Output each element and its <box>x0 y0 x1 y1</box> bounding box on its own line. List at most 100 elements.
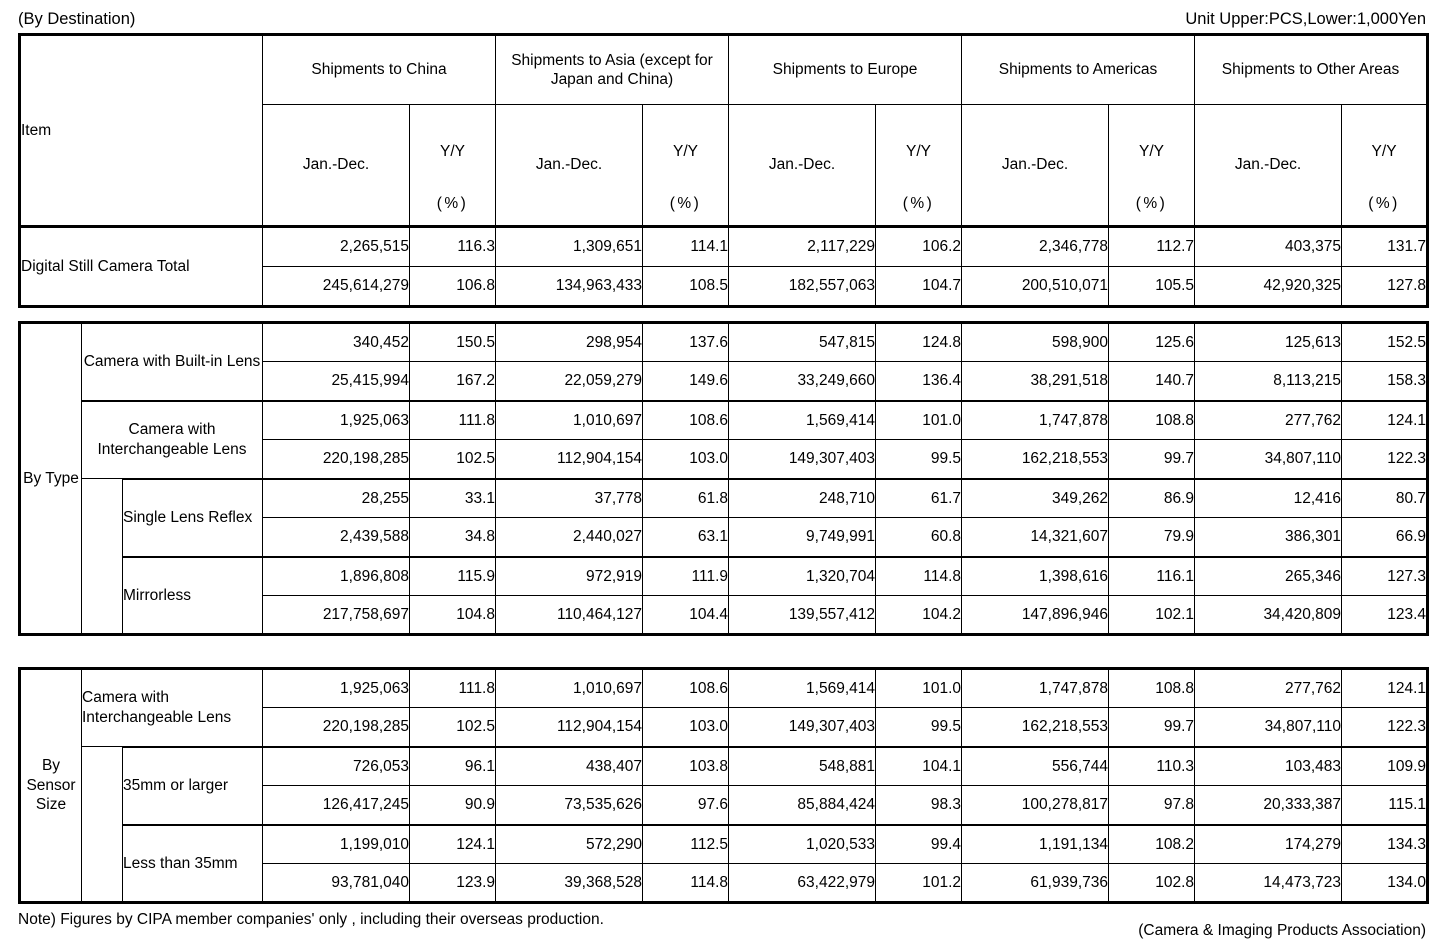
jan-dec-header: Jan.-Dec. <box>1194 104 1343 227</box>
yen-cell: 22,059,279 <box>495 361 644 401</box>
pcs-yoy-cell: 131.7 <box>1341 225 1429 267</box>
by-sensor-table: By Sensor Size Camera with Interchangeab… <box>18 667 1429 904</box>
yen-cell: 134,963,433 <box>495 266 643 307</box>
pcs-yoy-cell: 101.0 <box>875 668 962 708</box>
footer-row: Note) Figures by CIPA member companies' … <box>18 911 1426 940</box>
row-label-interchangeable-lens-2: Camera with Interchangeable Lens <box>81 668 263 747</box>
indent-cell <box>81 746 123 903</box>
row-label-single-lens-reflex: Single Lens Reflex <box>121 477 264 557</box>
yen-cell: 162,218,553 <box>961 707 1109 747</box>
note-text: Note) Figures by CIPA member companies' … <box>18 911 604 928</box>
pcs-cell: 2,117,229 <box>728 225 876 267</box>
yen-cell: 9,749,991 <box>728 517 877 557</box>
percent-label: (%) <box>1135 194 1168 212</box>
pcs-cell: 1,747,878 <box>961 668 1109 708</box>
pcs-yoy-cell: 112.7 <box>1108 225 1196 267</box>
yoy-header: Y/Y (%) <box>1108 104 1196 227</box>
pcs-yoy-cell: 108.6 <box>642 668 729 708</box>
yen-cell: 2,440,027 <box>495 517 644 557</box>
yen-cell: 386,301 <box>1194 517 1343 557</box>
pcs-cell: 1,020,533 <box>728 823 876 864</box>
pcs-yoy-cell: 33.1 <box>409 477 497 518</box>
yen-yoy-cell: 104.8 <box>409 595 497 635</box>
yen-cell: 73,535,626 <box>495 785 643 825</box>
pcs-cell: 125,613 <box>1194 322 1343 362</box>
pcs-yoy-cell: 112.5 <box>642 823 729 864</box>
row-label-built-in-lens: Camera with Built-in Lens <box>80 322 264 401</box>
yen-cell: 14,321,607 <box>961 517 1110 557</box>
pcs-yoy-cell: 101.0 <box>875 399 963 440</box>
pcs-cell: 1,010,697 <box>495 668 643 708</box>
yen-yoy-cell: 114.8 <box>642 863 729 903</box>
pcs-yoy-cell: 108.2 <box>1108 823 1195 864</box>
yen-cell: 147,896,946 <box>961 595 1110 635</box>
pcs-yoy-cell: 108.8 <box>1108 668 1195 708</box>
yen-yoy-cell: 103.0 <box>642 439 730 479</box>
yen-yoy-cell: 66.9 <box>1341 517 1429 557</box>
pcs-yoy-cell: 108.8 <box>1108 399 1196 440</box>
pcs-cell: 548,881 <box>728 745 876 786</box>
pcs-cell: 1,010,697 <box>495 399 644 440</box>
yoy-header-content: Y/Y (%) <box>644 106 728 224</box>
yen-cell: 14,473,723 <box>1194 863 1342 903</box>
yen-yoy-cell: 122.3 <box>1341 439 1429 479</box>
yoy-label: Y/Y <box>1139 143 1165 160</box>
yen-cell: 63,422,979 <box>728 863 876 903</box>
yen-yoy-cell: 136.4 <box>875 361 963 401</box>
pcs-cell: 1,309,651 <box>495 225 643 267</box>
yen-yoy-cell: 79.9 <box>1108 517 1196 557</box>
indent-cell <box>81 478 123 635</box>
pcs-cell: 1,398,616 <box>961 555 1110 596</box>
pcs-cell: 349,262 <box>961 477 1110 518</box>
association-credit: (Camera & Imaging Products Association) <box>1138 922 1426 939</box>
pcs-cell: 1,191,134 <box>961 823 1109 864</box>
unit-label: Unit Upper:PCS,Lower:1,000Yen <box>1185 10 1426 28</box>
yen-cell: 2,439,588 <box>262 517 411 557</box>
pcs-cell: 298,954 <box>495 322 644 362</box>
group-header-americas: Shipments to Americas <box>961 34 1196 105</box>
yen-yoy-cell: 134.0 <box>1341 863 1428 903</box>
pcs-yoy-cell: 111.8 <box>409 668 496 708</box>
yen-yoy-cell: 102.5 <box>409 707 496 747</box>
pcs-yoy-cell: 106.2 <box>874 225 963 267</box>
pcs-yoy-cell: 104.1 <box>875 745 962 786</box>
pcs-yoy-cell: 125.6 <box>1108 322 1196 362</box>
item-header: Item <box>19 34 263 227</box>
pcs-yoy-cell: 99.4 <box>875 823 962 864</box>
by-type-table: By Type Camera with Built-in Lens 340,45… <box>18 321 1430 636</box>
yen-yoy-cell: 158.3 <box>1341 361 1429 401</box>
yen-cell: 200,510,071 <box>961 266 1110 307</box>
yen-cell: 8,113,215 <box>1194 361 1343 401</box>
pcs-yoy-cell: 124.8 <box>875 322 963 362</box>
pcs-yoy-cell: 115.9 <box>409 555 497 596</box>
yen-yoy-cell: 167.2 <box>409 361 497 401</box>
pcs-cell: 1,320,704 <box>728 555 877 596</box>
pcs-yoy-cell: 124.1 <box>409 823 496 864</box>
pcs-yoy-cell: 80.7 <box>1341 477 1429 518</box>
yen-yoy-cell: 104.4 <box>642 595 730 635</box>
pcs-cell: 174,279 <box>1194 823 1342 864</box>
pcs-cell: 2,346,778 <box>961 225 1110 267</box>
yen-cell: 162,218,553 <box>961 439 1110 479</box>
yoy-label: Y/Y <box>906 143 931 160</box>
pcs-yoy-cell: 108.6 <box>642 399 730 440</box>
by-destination-label: (By Destination) <box>18 10 136 28</box>
yen-yoy-cell: 105.5 <box>1108 266 1196 307</box>
yen-cell: 126,417,245 <box>262 785 410 825</box>
yen-yoy-cell: 34.8 <box>409 517 497 557</box>
yen-yoy-cell: 98.3 <box>875 785 962 825</box>
jan-dec-header: Jan.-Dec. <box>728 104 876 227</box>
jan-dec-header: Jan.-Dec. <box>961 104 1110 227</box>
yen-yoy-cell: 123.9 <box>409 863 496 903</box>
yen-yoy-cell: 127.8 <box>1341 266 1429 307</box>
percent-label: (%) <box>1368 194 1400 212</box>
yen-yoy-cell: 104.7 <box>874 266 963 307</box>
pcs-cell: 556,744 <box>961 745 1109 786</box>
pcs-cell: 28,255 <box>262 477 411 518</box>
yen-yoy-cell: 99.5 <box>875 707 962 747</box>
group-header-china: Shipments to China <box>262 34 496 105</box>
by-type-label: By Type <box>19 322 82 635</box>
pcs-cell: 972,919 <box>495 555 644 596</box>
yen-yoy-cell: 90.9 <box>409 785 496 825</box>
yen-cell: 110,464,127 <box>495 595 644 635</box>
